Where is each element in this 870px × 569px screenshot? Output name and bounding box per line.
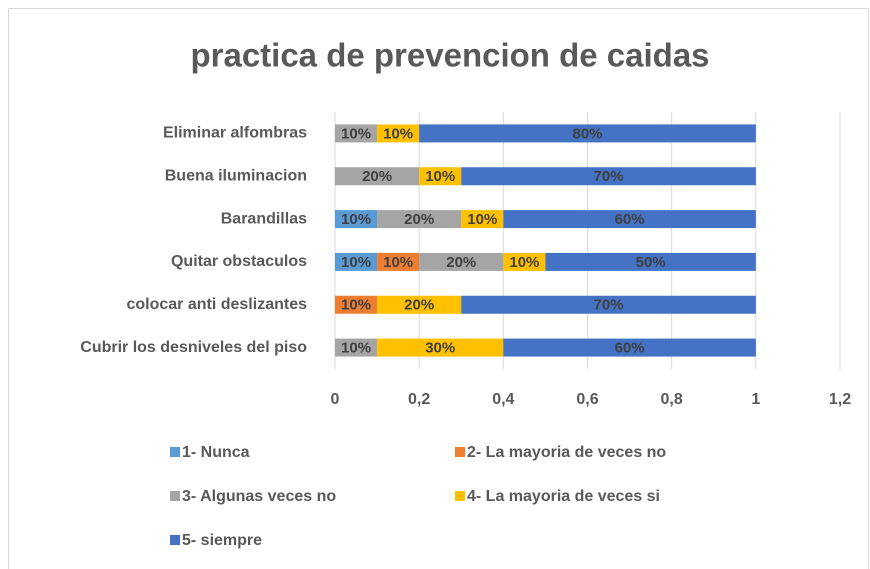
bar-segment [419, 252, 504, 271]
bar-segment [377, 210, 462, 229]
data-label: 10% [341, 211, 371, 228]
legend-swatch [170, 491, 180, 501]
x-tick-label: 1,2 [829, 391, 851, 408]
bar-segment [335, 295, 378, 314]
bar-segment [377, 338, 504, 357]
category-label: Quitar obstaculos [171, 253, 307, 270]
data-label: 10% [341, 340, 371, 357]
legend-swatch [170, 535, 180, 545]
data-label: 10% [383, 125, 413, 142]
x-tick-label: 1 [751, 391, 760, 408]
legend-label: 3- Algunas veces no [182, 488, 336, 505]
category-label: Cubrir los desniveles del piso [80, 339, 307, 356]
bar-segment [335, 252, 378, 271]
x-tick-label: 0,4 [492, 391, 514, 408]
data-label: 70% [594, 168, 624, 185]
legend-swatch [170, 447, 180, 457]
x-tick-label: 0,6 [576, 391, 598, 408]
data-label: 60% [615, 340, 645, 357]
category-label: Buena iluminacion [165, 167, 307, 184]
data-label: 10% [467, 211, 497, 228]
legend-label: 5- siempre [182, 532, 262, 549]
bar-segment [419, 124, 756, 143]
legend-swatch [455, 447, 465, 457]
bar-segment [461, 210, 504, 229]
data-label: 70% [594, 297, 624, 314]
data-label: 10% [341, 254, 371, 271]
data-label: 10% [425, 168, 455, 185]
data-label: 10% [341, 297, 371, 314]
bar-segment [461, 295, 756, 314]
chart-title: practica de prevencion de caidas [190, 37, 709, 74]
bar-segment [377, 252, 420, 271]
category-label: Eliminar alfombras [163, 125, 307, 142]
legend-swatch [455, 491, 465, 501]
bar-segment [503, 210, 756, 229]
x-tick-label: 0 [331, 391, 340, 408]
bar-segment [377, 124, 420, 143]
legend-label: 1- Nunca [182, 444, 250, 461]
legend-label: 4- La mayoria de veces si [467, 488, 660, 505]
x-tick-label: 0,8 [661, 391, 683, 408]
category-label: Barandillas [221, 210, 307, 227]
x-tick-label: 0,2 [408, 391, 430, 408]
category-label: colocar anti deslizantes [126, 296, 307, 313]
bar-segment [335, 124, 378, 143]
bar-segment [545, 252, 756, 271]
data-label: 20% [362, 168, 392, 185]
data-label: 10% [341, 125, 371, 142]
bar-segment [461, 167, 756, 186]
data-label: 10% [509, 254, 539, 271]
bar-segment [335, 167, 420, 186]
data-label: 30% [425, 340, 455, 357]
legend-label: 2- La mayoria de veces no [467, 444, 666, 461]
data-label: 20% [404, 211, 434, 228]
data-label: 80% [572, 125, 602, 142]
bar-segment [377, 295, 462, 314]
bar-segment [419, 167, 462, 186]
bar-segment [335, 338, 378, 357]
data-label: 10% [383, 254, 413, 271]
bar-segment [335, 210, 378, 229]
data-label: 20% [446, 254, 476, 271]
data-label: 60% [615, 211, 645, 228]
data-label: 50% [636, 254, 666, 271]
data-label: 20% [404, 297, 434, 314]
bar-segment [503, 252, 546, 271]
bar-segment [503, 338, 756, 357]
chart-border [8, 8, 869, 569]
